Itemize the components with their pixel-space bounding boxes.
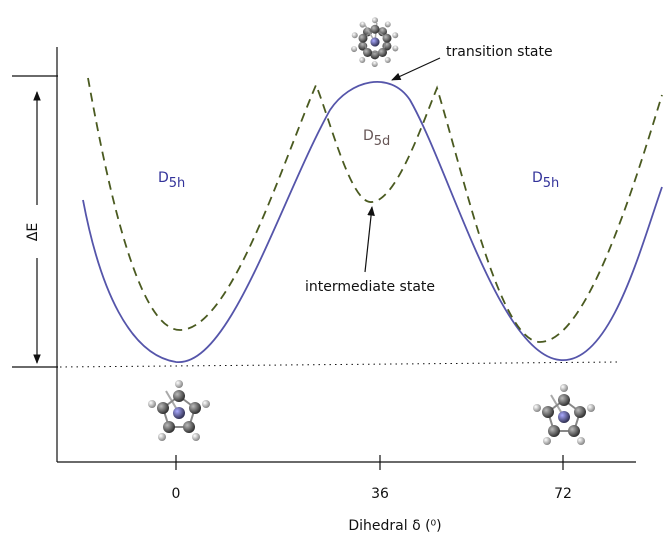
symmetry-label: D5d [363,128,390,149]
symmetry-label: D5h [532,170,559,191]
energy-label: ΔE [25,223,41,241]
x-tick-label: 72 [554,486,572,502]
energy-curve [82,81,663,363]
alternate-curve [87,77,663,343]
annotation-arrow [391,57,441,81]
reference-line [59,361,619,368]
energy-gap [12,75,58,368]
molecule [147,379,211,442]
molecule [532,383,596,446]
molecule [343,7,410,74]
axes [56,47,636,470]
x-tick-label: 0 [172,486,181,502]
x-tick-label: 36 [371,486,389,502]
annotation-arrow [364,206,375,273]
annotation: transition state [446,44,553,60]
annotation: intermediate state [305,279,435,295]
symmetry-label: D5h [158,170,185,191]
x-axis-label: Dihedral δ (⁰) [348,518,441,534]
